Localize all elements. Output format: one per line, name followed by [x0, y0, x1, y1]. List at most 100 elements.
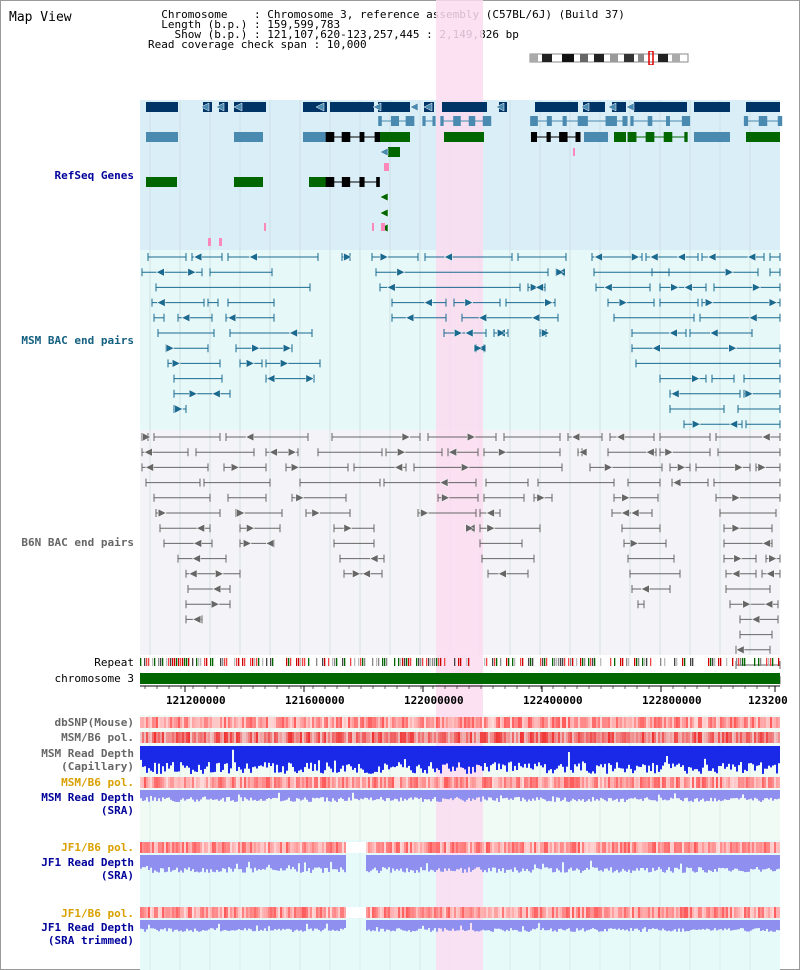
refseq-gene-blue-exon[interactable]	[665, 116, 671, 126]
repeat-element[interactable]	[354, 658, 356, 666]
repeat-element[interactable]	[308, 658, 310, 666]
bac-end-icon[interactable]	[386, 282, 396, 292]
bac-end-icon[interactable]	[144, 462, 154, 472]
refseq-gene-blue[interactable]	[146, 132, 178, 142]
refseq-gene-pink[interactable]	[219, 238, 222, 246]
chromosome-bar[interactable]	[140, 673, 780, 684]
bac-end-icon[interactable]	[394, 462, 403, 472]
repeat-element[interactable]	[576, 658, 578, 666]
repeat-element[interactable]	[494, 658, 496, 666]
repeat-element[interactable]	[520, 658, 522, 666]
refseq-gene-green-exon[interactable]	[684, 132, 688, 142]
bac-end-icon[interactable]	[544, 298, 554, 308]
repeat-element[interactable]	[394, 658, 396, 666]
bac-end-icon[interactable]	[531, 313, 541, 323]
repeat-element[interactable]	[404, 658, 406, 666]
repeat-element[interactable]	[620, 658, 622, 666]
refseq-gene-green-exon[interactable]	[663, 132, 673, 142]
refseq-gene-blue-exon[interactable]	[468, 116, 476, 126]
repeat-element[interactable]	[254, 658, 256, 666]
bac-end-icon[interactable]	[464, 328, 474, 338]
repeat-element[interactable]	[512, 658, 514, 666]
refseq-gene-green-exon[interactable]	[645, 132, 655, 142]
repeat-element[interactable]	[286, 658, 288, 666]
bac-end-icon[interactable]	[593, 252, 603, 262]
repeat-element[interactable]	[220, 658, 222, 666]
repeat-element[interactable]	[506, 658, 508, 666]
bac-end-icon[interactable]	[155, 267, 165, 277]
dbsnp-label[interactable]: dbSNP(Mouse)	[54, 716, 134, 729]
repeat-element[interactable]	[572, 658, 574, 666]
bac-end-icon[interactable]	[420, 508, 430, 518]
refseq-gene-pink[interactable]	[208, 238, 211, 246]
bac-end-icon[interactable]	[343, 523, 353, 533]
refseq-gene-navy[interactable]	[234, 102, 266, 112]
repeat-element[interactable]	[426, 658, 428, 666]
bac-end-icon[interactable]	[243, 538, 252, 548]
repeat-element[interactable]	[440, 658, 442, 666]
repeat-element[interactable]	[718, 658, 720, 666]
bac-end-icon[interactable]	[676, 252, 686, 262]
bac-end-icon[interactable]	[752, 282, 762, 292]
refseq-gene-black-exon[interactable]	[376, 177, 380, 187]
repeat-element[interactable]	[522, 658, 524, 666]
repeat-element[interactable]	[212, 658, 214, 666]
refseq-gene-black-exon[interactable]	[374, 132, 382, 142]
bac-end-icon[interactable]	[397, 447, 406, 457]
repeat-element[interactable]	[466, 658, 468, 666]
strand-arrow-icon[interactable]	[215, 102, 225, 112]
bac-end-icon[interactable]	[735, 645, 745, 655]
repeat-element[interactable]	[272, 658, 274, 666]
repeat-element[interactable]	[570, 658, 572, 666]
bac-end-icon[interactable]	[473, 343, 483, 353]
bac-end-icon[interactable]	[649, 252, 659, 262]
repeat-element[interactable]	[270, 658, 272, 666]
bac-end-icon[interactable]	[668, 328, 678, 338]
bac-end-icon[interactable]	[761, 432, 771, 442]
repeat-element[interactable]	[328, 658, 330, 666]
bac-end-icon[interactable]	[448, 447, 457, 457]
bac-end-icon[interactable]	[290, 462, 300, 472]
jf1-read-depth-trimmed-label[interactable]: JF1 Read Depth	[41, 921, 134, 934]
repeat-element[interactable]	[634, 658, 636, 666]
bac-end-icon[interactable]	[369, 554, 379, 564]
bac-end-icon[interactable]	[640, 584, 650, 594]
refseq-gene-pink[interactable]	[384, 163, 389, 171]
repeat-element[interactable]	[176, 658, 178, 666]
repeat-element[interactable]	[614, 658, 616, 666]
jf1-read-depth-sra-label[interactable]: JF1 Read Depth	[41, 856, 134, 869]
repeat-element[interactable]	[558, 658, 560, 666]
repeat-element[interactable]	[540, 658, 542, 666]
strand-arrow-icon[interactable]	[607, 102, 617, 112]
bac-end-icon[interactable]	[497, 328, 506, 338]
refseq-gene-navy[interactable]	[330, 102, 374, 112]
repeat-element[interactable]	[408, 658, 410, 666]
repeat-element[interactable]	[692, 658, 694, 666]
repeat-element[interactable]	[316, 658, 318, 666]
refseq-gene-black-exon[interactable]	[341, 177, 351, 187]
repeat-element[interactable]	[422, 658, 424, 666]
repeat-element[interactable]	[188, 658, 190, 666]
refseq-gene-green[interactable]	[309, 177, 329, 187]
repeat-element[interactable]	[332, 658, 334, 666]
repeat-element[interactable]	[358, 658, 360, 666]
bac-end-icon[interactable]	[645, 447, 655, 457]
bac-end-icon[interactable]	[230, 462, 240, 472]
bac-end-icon[interactable]	[227, 313, 237, 323]
repeat-element[interactable]	[398, 658, 400, 666]
bac-end-icon[interactable]	[478, 313, 487, 323]
bac-end-icon[interactable]	[733, 554, 743, 564]
bac-end-icon[interactable]	[747, 252, 756, 262]
repeat-element[interactable]	[192, 658, 194, 666]
bac-end-icon[interactable]	[530, 282, 539, 292]
repeat-element[interactable]	[732, 658, 734, 666]
repeat-element[interactable]	[760, 658, 762, 666]
repeat-element[interactable]	[568, 658, 570, 666]
bac-end-icon[interactable]	[311, 508, 321, 518]
repeat-element[interactable]	[244, 658, 246, 666]
bac-end-icon[interactable]	[361, 569, 371, 579]
repeat-element[interactable]	[736, 658, 738, 666]
bac-end-icon[interactable]	[352, 569, 362, 579]
msm-bac-end-pairs-label[interactable]: MSM BAC end pairs	[21, 334, 134, 347]
bac-end-icon[interactable]	[265, 538, 275, 548]
